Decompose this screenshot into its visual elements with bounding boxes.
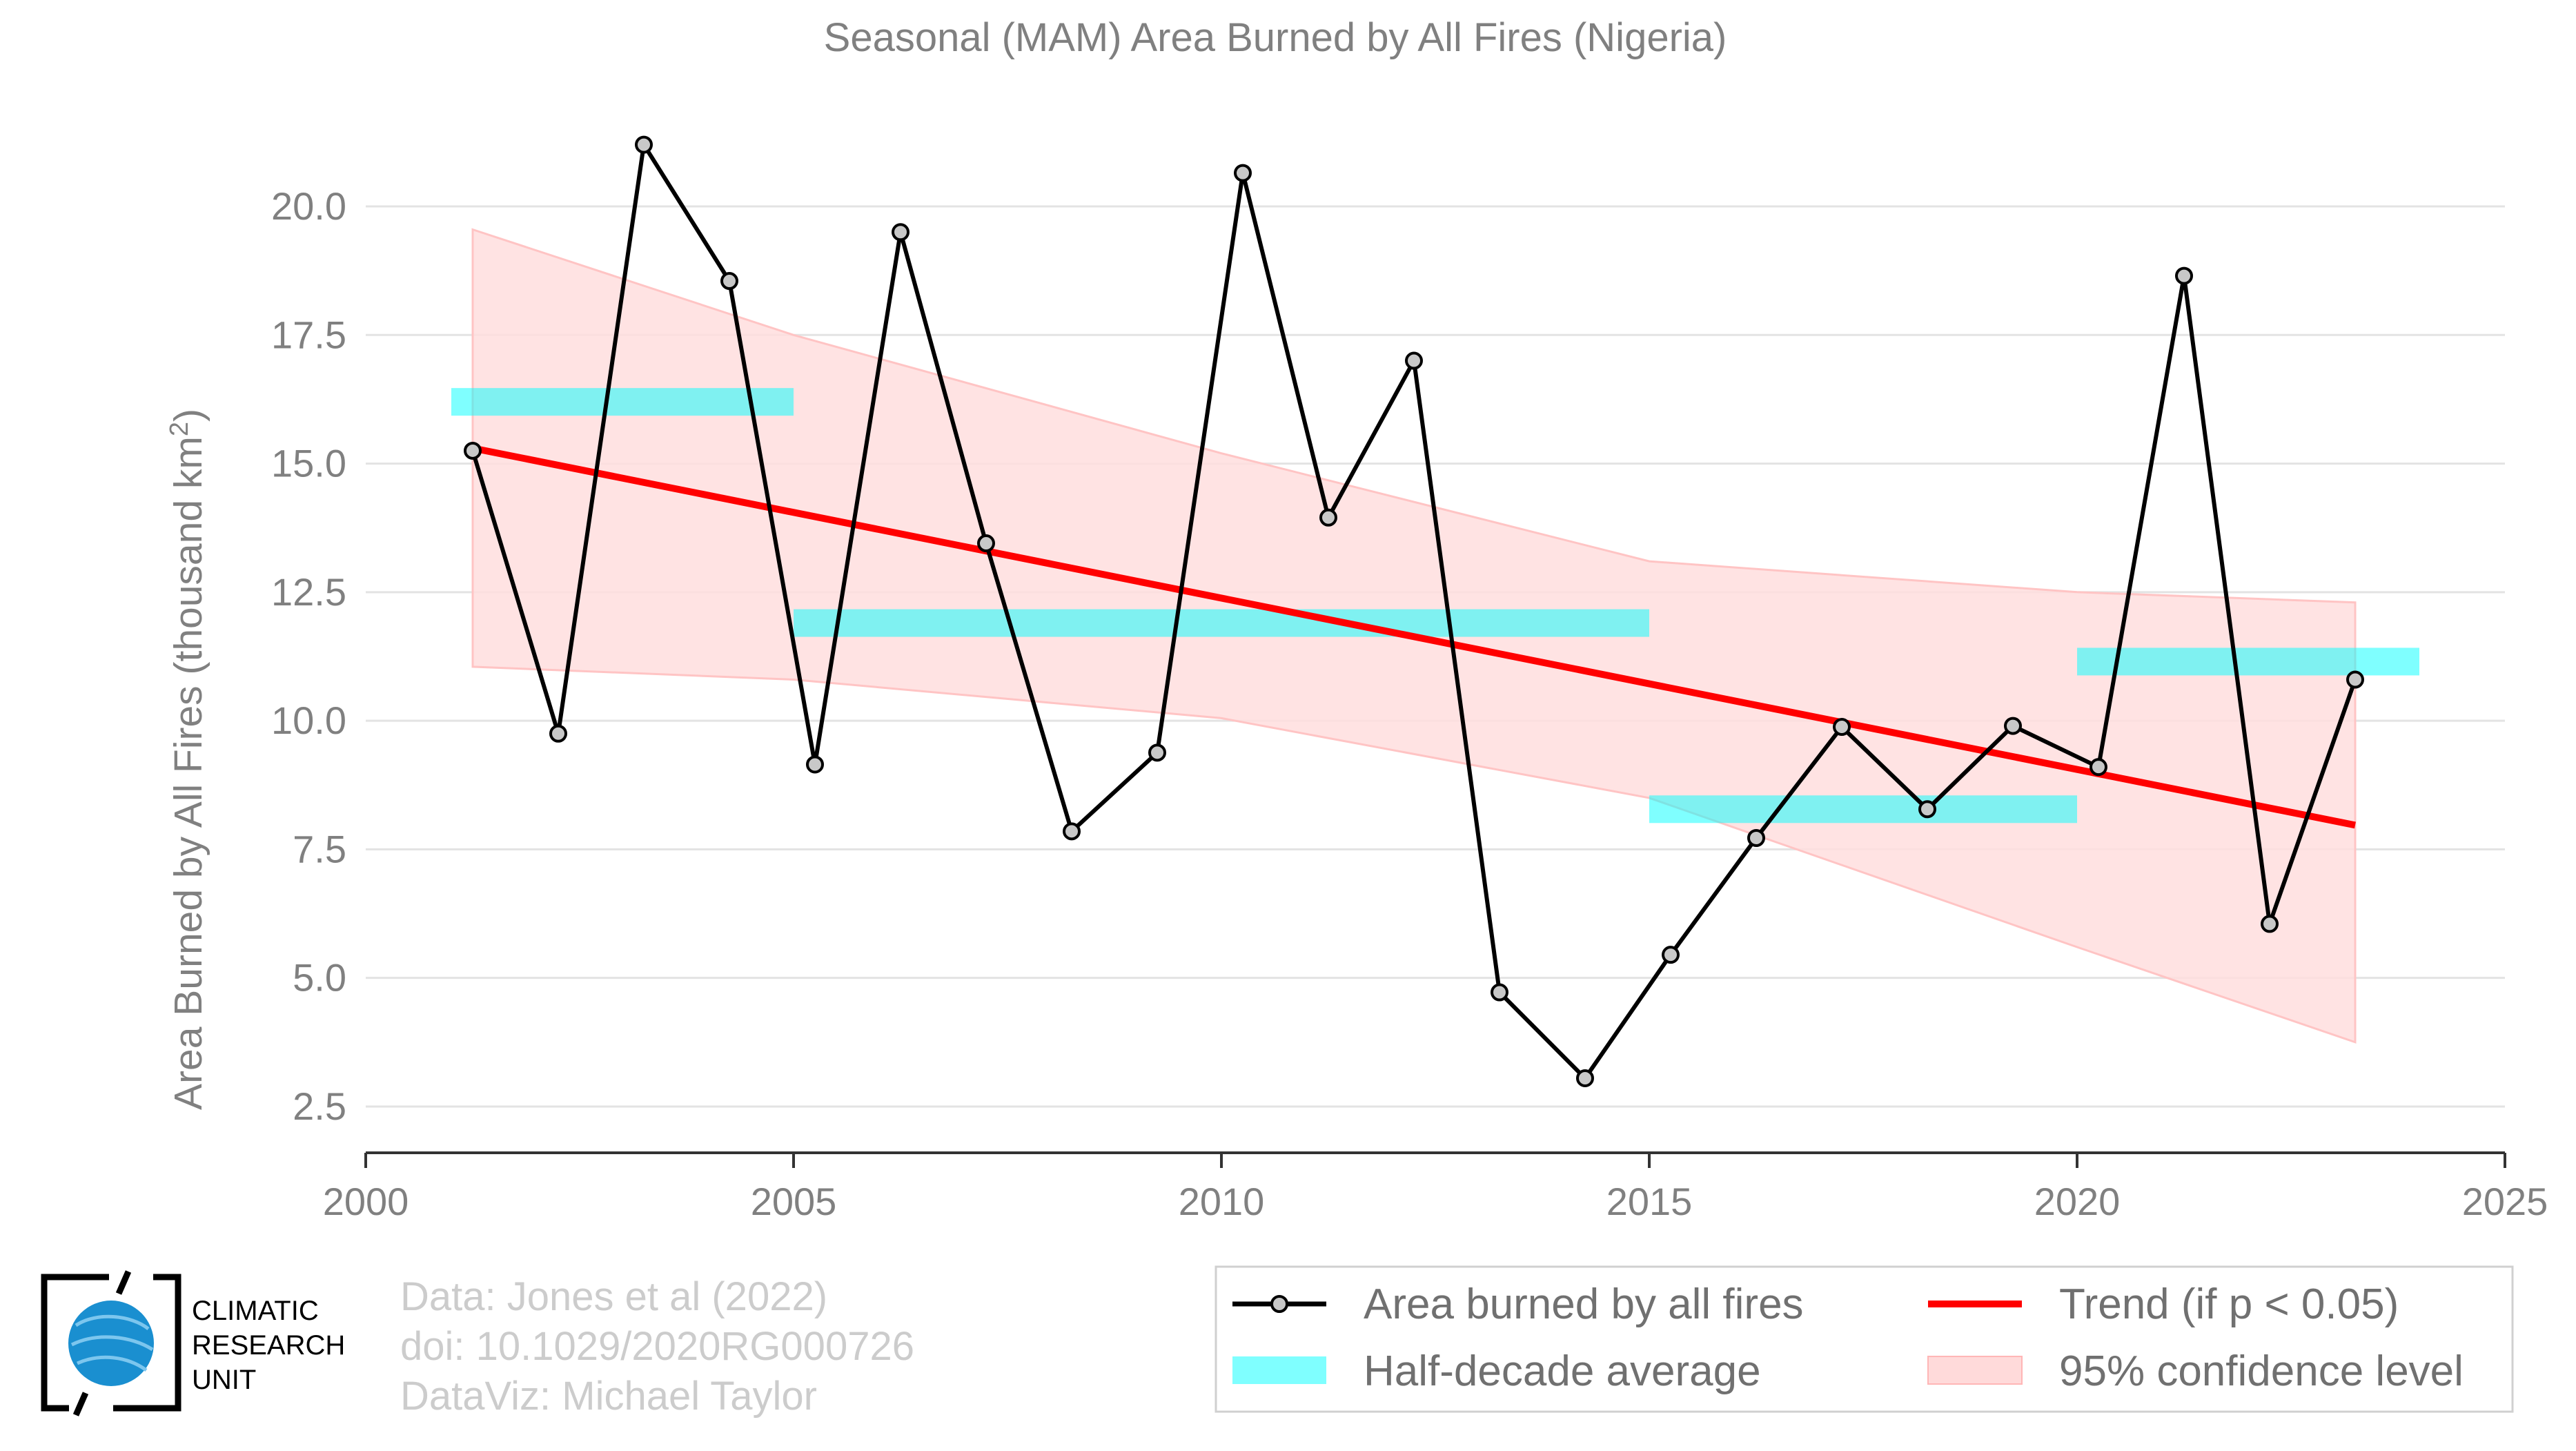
data-point [1234, 164, 1252, 182]
legend-swatch-confidence [1927, 1356, 2023, 1385]
legend: Area burned by all fires Half-decade ave… [1215, 1265, 2514, 1413]
credit-dataviz: DataViz: Michael Taylor [400, 1374, 817, 1419]
half-decade-layer [451, 388, 2419, 824]
legend-label-trend: Trend (if p < 0.05) [2059, 1280, 2399, 1328]
series-layer [464, 135, 2364, 1087]
y-tick-label: 12.5 [271, 570, 346, 614]
data-point [1833, 718, 1851, 737]
data-point [892, 223, 910, 242]
trend-line [472, 445, 2356, 829]
x-tick-label: 2000 [323, 1180, 409, 1223]
data-point [635, 135, 653, 154]
y-tick-label: 17.5 [271, 313, 346, 356]
y-tick-label: 10.0 [271, 699, 346, 742]
data-point [1063, 822, 1081, 841]
data-point [549, 724, 567, 743]
legend-swatch-marker [1270, 1295, 1288, 1313]
y-tick-label: 7.5 [293, 827, 346, 870]
x-tick-label: 2010 [1179, 1180, 1265, 1223]
data-point [2261, 915, 2279, 933]
half-decade-bar [2077, 647, 2419, 676]
logo-text-line1: CLIMATIC [192, 1296, 319, 1326]
half-decade-bar [451, 388, 794, 416]
legend-label-half-decade: Half-decade average [1364, 1347, 1761, 1395]
y-axis-title-end: ) [166, 409, 210, 422]
credit-data-source: Data: Jones et al (2022) [400, 1274, 827, 1319]
data-point [2090, 758, 2107, 777]
half-decade-bar [1649, 795, 2077, 824]
legend-swatch-half-decade [1232, 1356, 1326, 1384]
x-tick-label: 2015 [1606, 1180, 1693, 1223]
legend-label-confidence: 95% confidence level [2059, 1347, 2464, 1395]
y-tick-label: 2.5 [293, 1084, 346, 1128]
legend-frame [1215, 1265, 2514, 1413]
data-point [1747, 829, 1765, 847]
data-point [1319, 508, 1337, 527]
cru-logo: CLIMATIC RESEARCH UNIT [41, 1270, 345, 1416]
y-axis-title: Area Burned by All Fires (thousand km2) [165, 409, 210, 1110]
data-point [1405, 351, 1423, 370]
data-point [2004, 717, 2022, 735]
data-point [720, 272, 738, 291]
data-point [1918, 800, 1936, 819]
data-point [1662, 946, 1680, 964]
y-tick-label: 5.0 [293, 956, 346, 1000]
data-point [2346, 670, 2364, 689]
y-tick-label: 15.0 [271, 442, 346, 485]
data-point [806, 755, 824, 774]
x-tick-label: 2005 [751, 1180, 837, 1223]
data-point [1148, 743, 1166, 762]
trend-layer [472, 445, 2356, 829]
logo-slash-top [115, 1270, 132, 1295]
data-point [977, 534, 995, 553]
logo-bracket-left [41, 1274, 109, 1412]
grid-lines [366, 205, 2505, 1108]
chart-title: Seasonal (MAM) Area Burned by All Fires … [824, 15, 1727, 60]
credit-doi: doi: 10.1029/2020RG000726 [400, 1324, 914, 1369]
axes-layer: 2.5 5.0 7.5 10.0 12.5 15.0 17.5 20.0 2000 2005 201… [271, 184, 2548, 1223]
x-tick-label: 2025 [2462, 1180, 2548, 1223]
data-point [2175, 266, 2193, 285]
x-tick-label: 2020 [2034, 1180, 2121, 1223]
y-axis-title-sup: 2 [165, 422, 194, 436]
legend-label-series: Area burned by all fires [1364, 1280, 1804, 1328]
logo-text-line3: UNIT [192, 1365, 256, 1395]
logo-text-line2: RESEARCH [192, 1330, 345, 1361]
logo-globe-swirl [70, 1314, 154, 1372]
data-point [1491, 983, 1508, 1002]
logo-bracket-right [113, 1274, 181, 1412]
logo-slash-bottom [72, 1392, 89, 1416]
data-point [1576, 1069, 1594, 1087]
data-point [464, 441, 482, 460]
y-tick-label: 20.0 [271, 184, 346, 228]
half-decade-bar [794, 609, 1649, 637]
